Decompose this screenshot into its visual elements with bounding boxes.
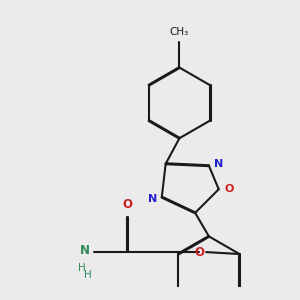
Text: H: H <box>85 270 92 280</box>
Text: N: N <box>80 244 90 256</box>
Text: O: O <box>225 184 234 194</box>
Text: CH₃: CH₃ <box>170 27 189 37</box>
Text: O: O <box>123 198 133 211</box>
Text: H: H <box>78 263 86 273</box>
Text: N: N <box>148 194 157 204</box>
Text: O: O <box>194 246 204 259</box>
Text: N: N <box>214 159 223 169</box>
